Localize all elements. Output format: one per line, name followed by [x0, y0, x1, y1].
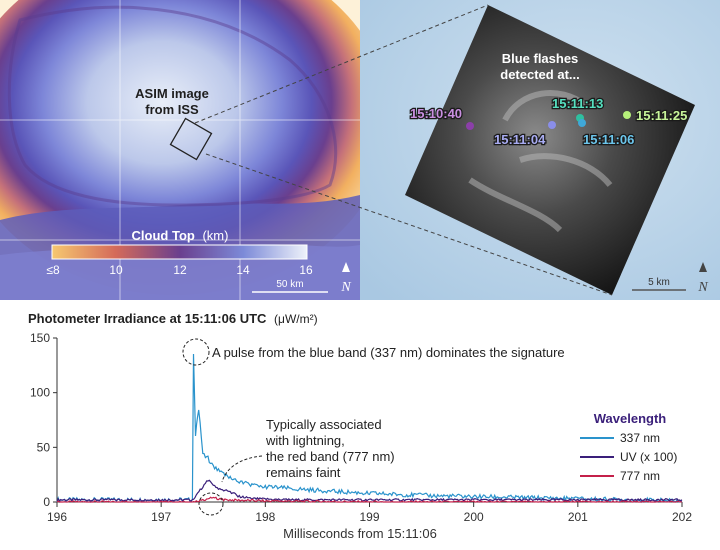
flash-annotation-line1: Blue flashes — [502, 51, 579, 66]
x-tick-label: 198 — [255, 510, 275, 524]
flash-label-151104: 15:11:04 — [494, 132, 546, 147]
colorbar-tick: 12 — [173, 263, 187, 277]
legend-label: 777 nm — [620, 469, 660, 483]
asim-footprint-box — [169, 117, 213, 161]
colorbar-title: Cloud Top — [132, 228, 195, 243]
y-tick-label: 150 — [30, 331, 50, 345]
legend-label: UV (x 100) — [620, 450, 677, 464]
scale-label-left: 50 km — [276, 279, 303, 290]
colorbar-ticks: ≤8 10 12 14 16 — [46, 263, 313, 277]
flash-dot-151040 — [466, 122, 474, 130]
flash-dot-151106 — [578, 119, 586, 127]
y-tick-label: 50 — [37, 440, 51, 454]
flash-label-151040: 15:10:40 — [410, 106, 462, 121]
north-arrow-icon: N — [340, 262, 351, 295]
chart-series — [56, 353, 683, 504]
peak-highlight-circle — [182, 338, 210, 366]
series-line-2 — [56, 496, 683, 503]
x-tick-label: 197 — [151, 510, 171, 524]
chart-annotations: A pulse from the blue band (337 nm) domi… — [182, 338, 565, 516]
x-tick-label: 202 — [672, 510, 692, 524]
flash-annotation-line2: detected at... — [500, 67, 579, 82]
y-tick-label: 0 — [43, 495, 50, 509]
colorbar — [51, 244, 308, 260]
svg-text:Cloud Top (km): Cloud Top (km) — [132, 228, 229, 243]
colorbar-tick: 16 — [299, 263, 313, 277]
x-tick-label: 200 — [464, 510, 484, 524]
flash-markers — [466, 111, 631, 130]
photometer-chart: Photometer Irradiance at 15:11:06 UTC (μ… — [28, 311, 692, 541]
north-arrow-icon: N — [697, 262, 708, 295]
cloud-top-map: ASIM image from ISS Cloud Top (km) ≤8 10… — [0, 0, 390, 300]
colorbar-unit: (km) — [202, 228, 228, 243]
map-panels: ASIM image from ISS Cloud Top (km) ≤8 10… — [0, 0, 720, 300]
x-tick-label: 199 — [359, 510, 379, 524]
colorbar-tick: ≤8 — [46, 263, 60, 277]
legend-label: 337 nm — [620, 431, 660, 445]
svg-text:Photometer Irradiance at 15:11: Photometer Irradiance at 15:11:06 UTC (μ… — [28, 311, 318, 326]
asim-annotation-line2: from ISS — [145, 102, 199, 117]
red-band-highlight-circle — [198, 492, 224, 516]
flash-label-151113: 15:11:13 — [552, 96, 603, 111]
chart-title: Photometer Irradiance at 15:11:06 UTC — [28, 311, 267, 326]
pulse-annotation: A pulse from the blue band (337 nm) domi… — [212, 345, 565, 360]
svg-text:N: N — [697, 280, 708, 295]
series-line-1 — [56, 479, 683, 502]
chart-legend: Wavelength 337 nm UV (x 100) 777 nm — [580, 411, 677, 483]
asim-annotation-line1: ASIM image — [135, 86, 209, 101]
red-band-annotation-line2: with lightning, — [265, 433, 345, 448]
x-tick-label: 196 — [47, 510, 67, 524]
scale-label-right: 5 km — [648, 277, 670, 288]
colorbar-tick: 14 — [236, 263, 250, 277]
red-band-annotation-line1: Typically associated — [266, 417, 382, 432]
y-tick-label: 100 — [30, 386, 50, 400]
flash-dot-151104 — [548, 121, 556, 129]
x-axis-label: Milliseconds from 15:11:06 — [283, 526, 437, 541]
flash-label-151125: 15:11:25 — [636, 108, 687, 123]
legend-title: Wavelength — [594, 411, 667, 426]
chart-title-unit: (μW/m²) — [274, 312, 318, 326]
svg-text:N: N — [340, 280, 351, 295]
x-tick-label: 201 — [568, 510, 588, 524]
asim-image-footprint — [405, 5, 695, 295]
red-band-leader — [221, 455, 263, 483]
flash-dot-151125 — [623, 111, 631, 119]
red-band-annotation-line3: the red band (777 nm) — [266, 449, 395, 464]
flash-label-151106: 15:11:06 — [583, 132, 634, 147]
colorbar-tick: 10 — [109, 263, 123, 277]
flash-detail-map: Blue flashes detected at... 15:10:40 15:… — [194, 0, 720, 300]
red-band-annotation-line4: remains faint — [266, 465, 341, 480]
